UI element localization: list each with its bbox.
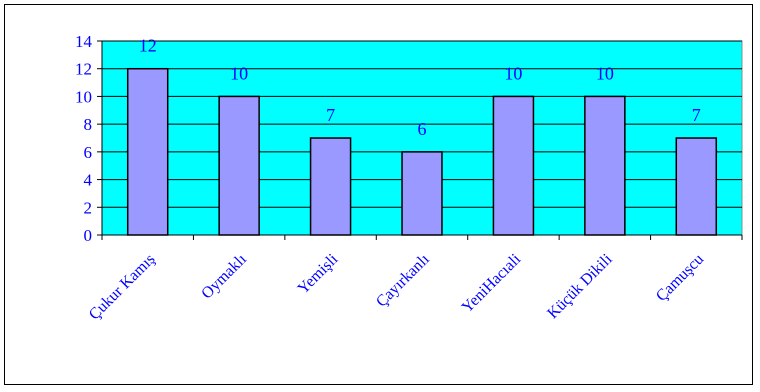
bar: [218, 95, 260, 236]
data-label: 10: [230, 63, 248, 83]
bars: [126, 67, 718, 236]
category-label: Çayırkanlı: [373, 250, 433, 310]
data-label: 7: [326, 105, 335, 125]
data-label: 10: [596, 63, 614, 83]
bar: [675, 137, 718, 236]
bar: [401, 151, 443, 236]
y-axis-ticks: 0 2 4 6 8 10 12 14: [75, 32, 102, 245]
data-label: 7: [692, 105, 701, 125]
x-axis-ticks: [101, 235, 743, 240]
category-label: YeniHacıali: [459, 250, 525, 316]
data-label: 12: [139, 36, 157, 56]
y-tick-label: 4: [84, 171, 93, 190]
bar: [126, 67, 169, 236]
y-tick-label: 14: [75, 32, 93, 51]
y-tick-label: 0: [84, 226, 93, 245]
y-tick-label: 12: [75, 60, 92, 79]
y-tick-label: 6: [84, 143, 93, 162]
data-labels: 12 10 7 6 10 10 7: [139, 36, 701, 139]
category-label: Yemişli: [295, 250, 342, 297]
y-tick-label: 8: [84, 115, 93, 134]
category-label: Küçük Dikili: [544, 250, 616, 322]
y-tick-label: 2: [84, 198, 93, 217]
bar: [309, 137, 352, 236]
data-label: 10: [504, 63, 522, 83]
bar: [584, 95, 626, 236]
category-label: Oymaklı: [198, 250, 250, 302]
bar: [492, 95, 535, 236]
category-label: Çamuşcu: [653, 251, 707, 305]
data-label: 6: [418, 119, 427, 139]
category-labels: Çukur Kamış Oymaklı Yemişli Çayırkanlı YeniH…: [86, 250, 707, 323]
y-tick-label: 10: [75, 87, 92, 106]
category-label: Çukur Kamış: [86, 251, 159, 324]
